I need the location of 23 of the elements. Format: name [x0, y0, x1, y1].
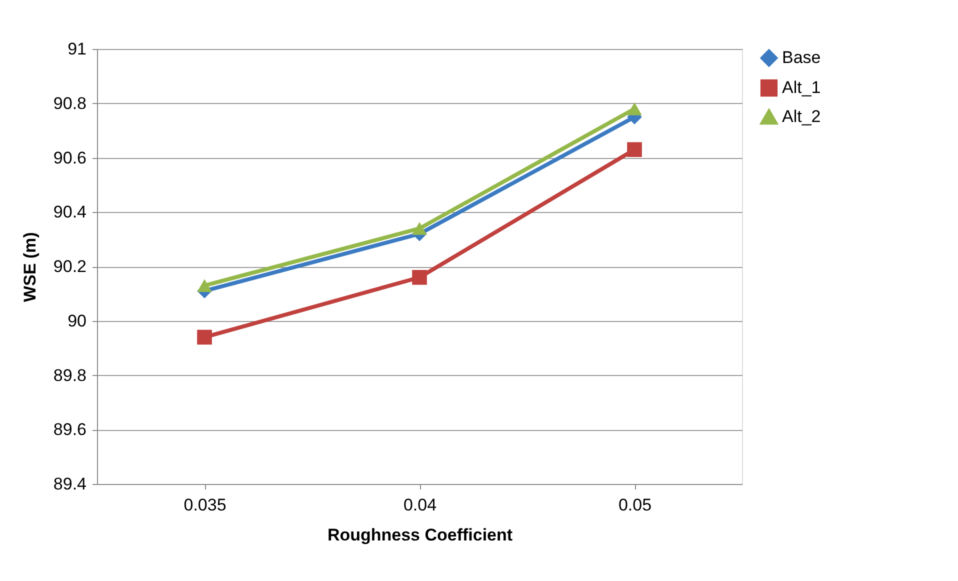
- y-tick-label: 89.4: [53, 474, 86, 494]
- x-tick-label: 0.05: [618, 496, 652, 514]
- x-tick-label: 0.04: [403, 496, 437, 514]
- legend-label: Base: [782, 48, 821, 67]
- point: [627, 142, 642, 158]
- y-tick-label: 90.2: [53, 257, 86, 276]
- y-tick-label: 90.6: [53, 148, 86, 168]
- point: [412, 222, 427, 235]
- point: [197, 279, 212, 292]
- y-tick-label: 91: [68, 40, 86, 58]
- point: [197, 330, 212, 345]
- legend-label: Alt_1: [782, 78, 821, 97]
- y-tick-label: 90: [68, 311, 86, 330]
- y-tick-label: 90.4: [53, 202, 86, 222]
- x-axis-title: Roughness Coefficient: [327, 526, 513, 544]
- y-axis-title: WSE (m): [20, 232, 40, 302]
- y-tick-label: 90.8: [53, 94, 86, 113]
- point: [412, 270, 427, 285]
- point: [627, 102, 642, 116]
- y-tick-label: 89.6: [53, 420, 86, 440]
- y-tick-label: 89.8: [53, 366, 86, 385]
- legend-label: Alt_2: [782, 107, 821, 126]
- x-tick-label: 0.035: [184, 496, 226, 514]
